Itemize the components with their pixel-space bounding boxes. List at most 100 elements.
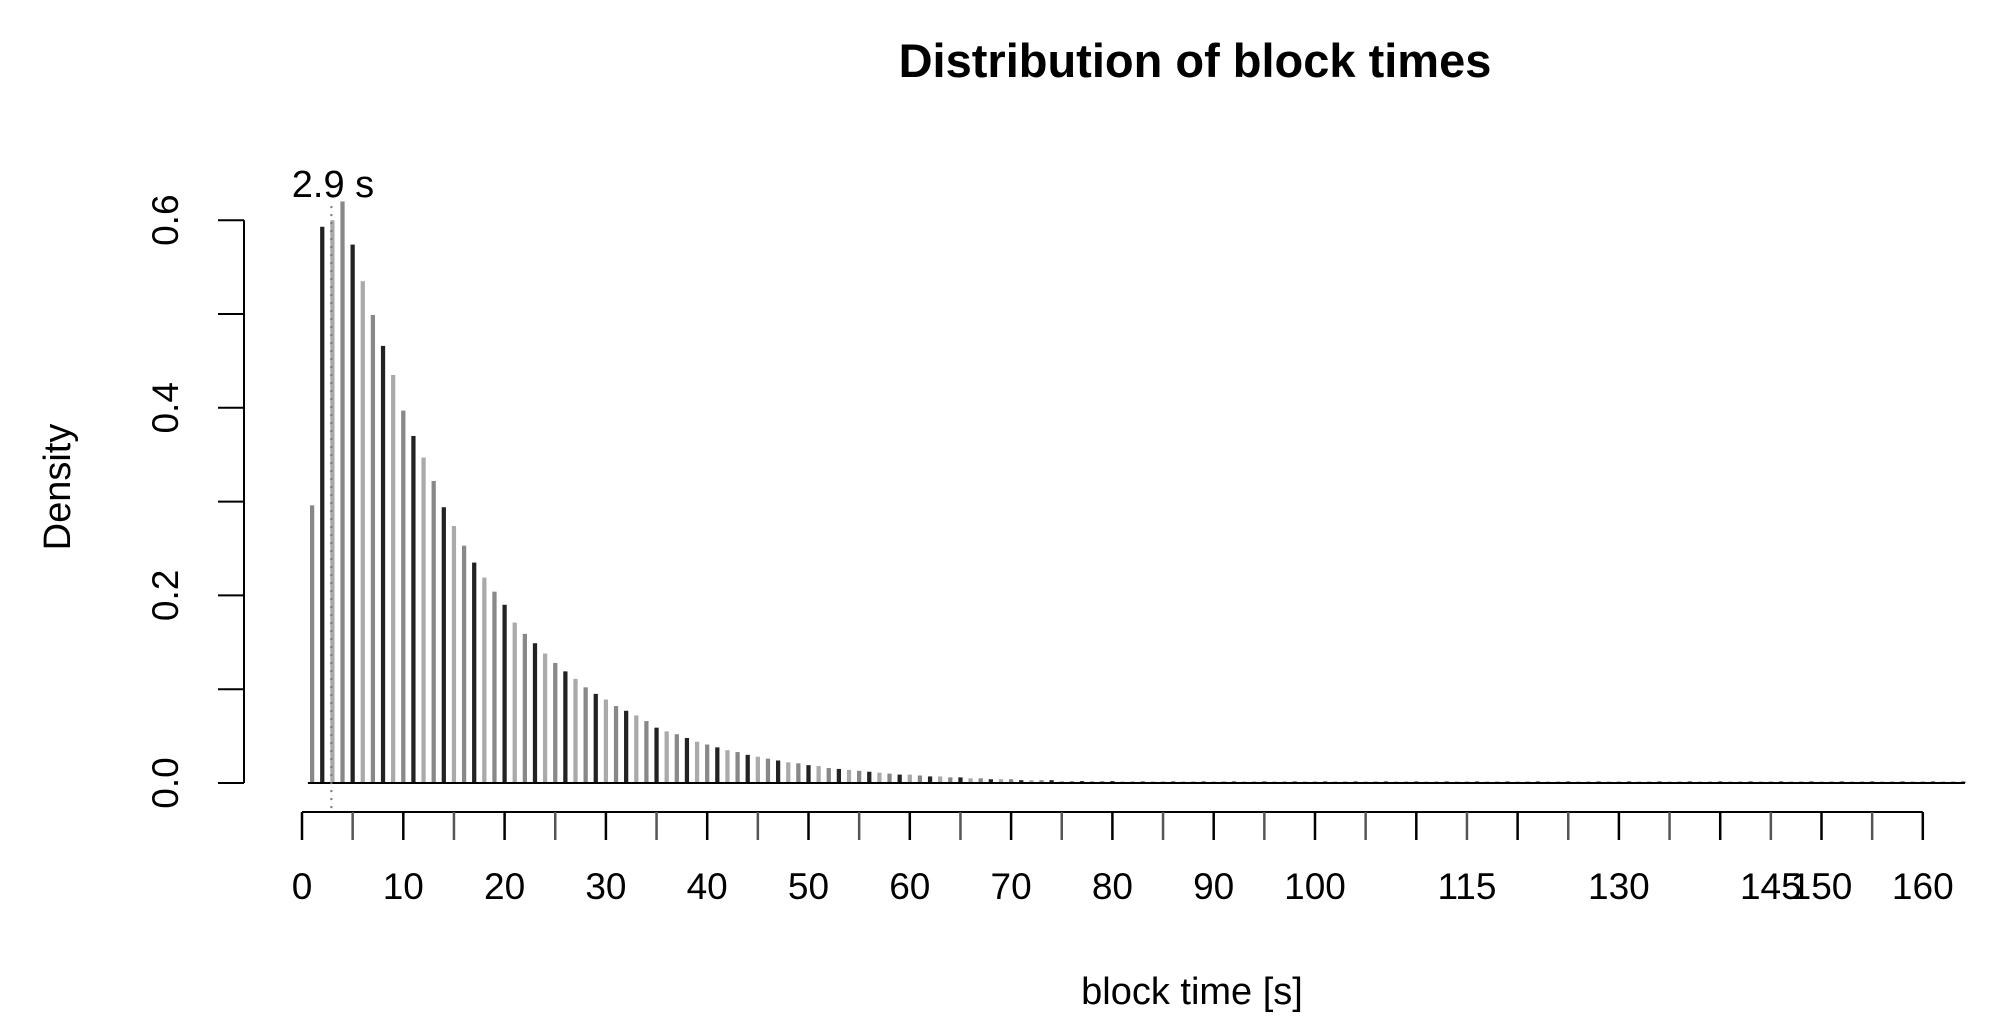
y-tick-label: 0.2: [145, 570, 186, 621]
chart-title: Distribution of block times: [899, 34, 1492, 87]
bar: [522, 633, 527, 783]
x-tick-label: 60: [889, 866, 930, 907]
bar: [431, 480, 436, 783]
bar: [330, 220, 335, 783]
bar: [806, 765, 811, 783]
x-tick-label: 50: [788, 866, 829, 907]
bar: [512, 622, 517, 783]
x-tick-label: 30: [585, 866, 626, 907]
x-tick-label: 100: [1284, 866, 1346, 907]
bar: [887, 773, 892, 783]
bar: [340, 201, 345, 783]
bar: [1049, 780, 1054, 783]
bar: [988, 779, 993, 783]
bar: [715, 747, 720, 783]
bar: [370, 314, 376, 783]
bar: [907, 774, 912, 783]
y-tick-label: 0.0: [145, 757, 186, 808]
bar: [553, 662, 558, 783]
bar: [492, 591, 497, 783]
y-tick-label: 0.6: [145, 194, 186, 245]
bar: [867, 771, 872, 783]
bar: [816, 766, 821, 783]
mode-annotation: 2.9 s: [292, 164, 374, 206]
bar: [644, 721, 649, 783]
bar: [1029, 780, 1034, 783]
x-tick-label: 115: [1437, 866, 1496, 907]
bar: [755, 756, 760, 783]
bar: [664, 731, 669, 783]
bar: [948, 777, 953, 783]
x-tick-label: 80: [1092, 866, 1133, 907]
y-axis: 0.0 0.2 0.4 0.6: [145, 194, 245, 809]
x-tick-label: 160: [1892, 866, 1954, 907]
bar: [846, 769, 852, 783]
x-tick-label: 0: [292, 866, 313, 907]
bar: [836, 768, 842, 783]
bar: [451, 525, 457, 783]
x-axis-label: block time [s]: [1081, 971, 1303, 1013]
bar: [786, 762, 791, 783]
bar: [998, 779, 1004, 783]
bar: [613, 706, 619, 783]
bar: [320, 226, 325, 783]
bar: [765, 758, 771, 783]
x-tick-label: 10: [383, 866, 424, 907]
bars-layer: [307, 201, 1966, 812]
bar: [391, 374, 396, 783]
bar: [380, 345, 386, 783]
bar: [826, 767, 831, 783]
bar: [482, 577, 487, 783]
bar: [441, 507, 446, 783]
bar: [978, 778, 983, 783]
bar: [1019, 780, 1024, 783]
bar: [532, 643, 538, 783]
bar: [563, 671, 568, 783]
bar: [968, 778, 973, 783]
bar: [938, 776, 943, 783]
bar: [360, 281, 365, 783]
bar: [502, 604, 507, 783]
bar: [542, 653, 548, 783]
bar: [634, 715, 639, 783]
bar: [654, 727, 659, 783]
bar: [573, 678, 578, 783]
bar: [350, 244, 355, 784]
bar: [1039, 780, 1044, 783]
bar: [624, 710, 629, 783]
bar: [735, 752, 740, 783]
y-axis-label: Density: [37, 424, 79, 551]
bar: [877, 772, 882, 783]
bar: [796, 763, 801, 783]
y-tick-label: 0.4: [145, 382, 186, 433]
x-tick-label: 40: [687, 866, 728, 907]
bar: [725, 750, 730, 783]
bar: [461, 545, 467, 783]
bar: [694, 741, 700, 783]
bar: [927, 776, 933, 783]
x-tick-label: 150: [1791, 866, 1853, 907]
x-tick-label: 130: [1588, 866, 1650, 907]
bar: [421, 457, 426, 783]
bar: [674, 734, 679, 783]
bar: [684, 737, 690, 783]
x-tick-label: 70: [991, 866, 1032, 907]
bar: [705, 744, 710, 783]
bar: [593, 693, 598, 783]
x-tick-label: 20: [484, 866, 525, 907]
bar: [310, 505, 315, 783]
bar: [472, 562, 477, 783]
bar: [917, 775, 923, 783]
bar: [775, 760, 781, 783]
bar: [897, 774, 902, 783]
bar: [603, 699, 609, 783]
bar: [401, 410, 406, 783]
bar: [958, 777, 963, 783]
x-tick-label: 145: [1740, 866, 1802, 907]
bar: [745, 754, 750, 783]
bar: [583, 687, 588, 783]
bar: [857, 770, 862, 783]
